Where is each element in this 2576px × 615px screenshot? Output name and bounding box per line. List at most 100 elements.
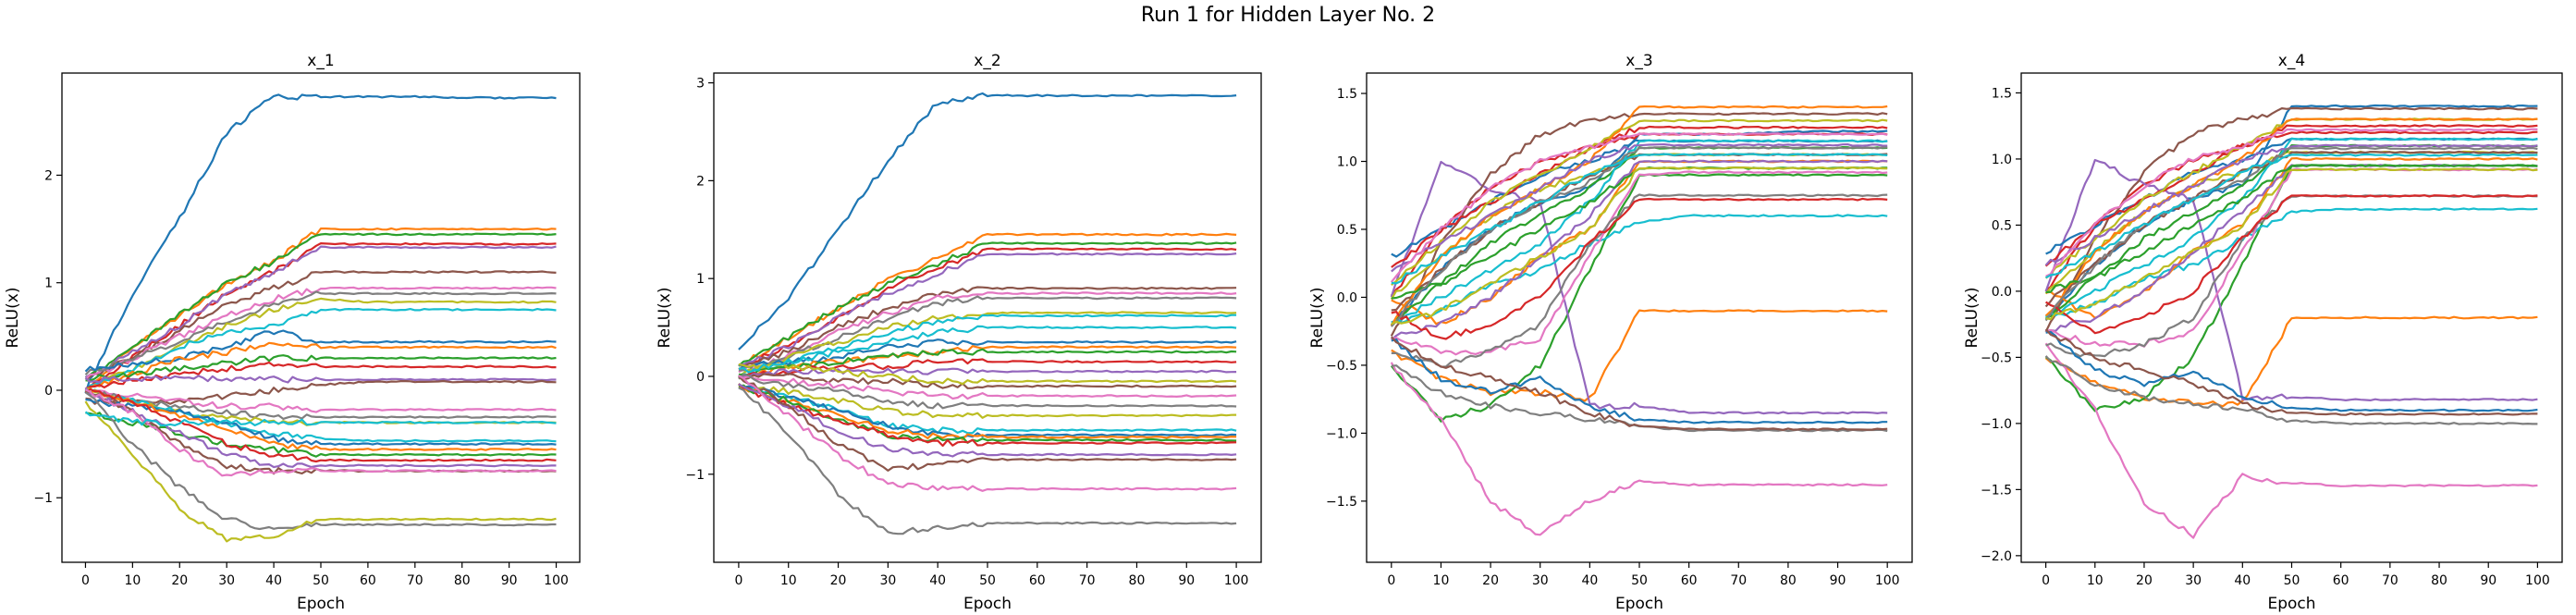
- series-line: [84, 411, 557, 427]
- x-tick-label: 80: [454, 573, 471, 588]
- y-tick-label: −1.0: [1326, 426, 1357, 441]
- series-line: [84, 270, 557, 381]
- y-tick-label: −1: [33, 491, 53, 506]
- y-tick-label: −1.5: [1981, 483, 2012, 498]
- series-line: [738, 325, 1237, 374]
- series-line: [1391, 338, 1888, 424]
- series-line: [738, 383, 1237, 439]
- series-line: [2044, 146, 2538, 322]
- series-line: [2044, 315, 2538, 408]
- x-tick-label: 90: [1178, 573, 1195, 588]
- y-tick-label: −2.0: [1981, 549, 2012, 564]
- x-tick-label: 60: [1029, 573, 1046, 588]
- y-tick-label: 0.0: [1337, 290, 1357, 305]
- series-line: [85, 245, 557, 378]
- series-line: [1391, 309, 1888, 402]
- x-tick-label: 10: [124, 573, 141, 588]
- series-line: [738, 363, 1237, 386]
- series-group: [1390, 105, 1888, 536]
- x-tick-label: 100: [1224, 573, 1249, 588]
- series-line: [738, 383, 1237, 458]
- x-tick-label: 40: [2234, 573, 2251, 588]
- series-line: [738, 373, 1237, 389]
- series-line: [2045, 164, 2538, 294]
- series-line: [1390, 105, 1888, 326]
- y-axis-label: ReLU(x): [1963, 288, 1981, 349]
- series-line: [2045, 128, 2538, 277]
- y-tick-label: 2: [696, 174, 705, 189]
- series-group: [84, 93, 557, 543]
- y-axis-label: ReLU(x): [656, 288, 674, 349]
- series-line: [2045, 153, 2538, 279]
- series-line: [738, 291, 1237, 374]
- series-line: [738, 314, 1237, 377]
- x-tick-label: 80: [1780, 573, 1797, 588]
- series-line: [84, 286, 557, 380]
- series-line: [85, 354, 557, 382]
- subplot-x_1: 0 10 20 30 40 50 60 70 80 90 100 −1 0 1 2 x_1 Epoch ReLU(…: [4, 52, 581, 613]
- series-line: [738, 383, 1237, 419]
- subplot-title: x_4: [2278, 52, 2305, 70]
- series-line: [84, 389, 557, 420]
- x-tick-label: 0: [1387, 573, 1395, 588]
- series-line: [2044, 194, 2538, 335]
- series-line: [84, 391, 557, 531]
- y-tick-label: 1.0: [1337, 155, 1357, 170]
- x-tick-label: 90: [2480, 573, 2496, 588]
- subplot-x_4: 0 10 20 30 40 50 60 70 80 90 100 −2.0 −1.5 −1.0 −0.5 0.…: [1963, 52, 2563, 613]
- series-line: [738, 375, 1237, 492]
- subplot-title: x_3: [1625, 52, 1652, 70]
- subplot-x_2: 0 10 20 30 40 50 60 70 80 90 100 −1 0 1 2 3 x_2 Epoch ReLU…: [656, 52, 1262, 613]
- x-tick-label: 60: [1681, 573, 1698, 588]
- y-tick-label: −1.0: [1981, 417, 2012, 432]
- series-line: [738, 375, 1237, 472]
- series-line: [84, 329, 557, 373]
- x-tick-label: 10: [1433, 573, 1450, 588]
- y-tick-label: −1.5: [1326, 495, 1357, 510]
- y-tick-label: 0.5: [1337, 223, 1357, 238]
- y-tick-label: −0.5: [1981, 351, 2012, 365]
- y-tick-label: −1: [685, 468, 705, 483]
- y-tick-label: 0.5: [1992, 218, 2012, 233]
- series-line: [2044, 117, 2538, 317]
- y-axis-label: ReLU(x): [4, 288, 22, 349]
- x-tick-label: 100: [544, 573, 569, 588]
- series-line: [738, 286, 1237, 368]
- series-line: [2044, 143, 2538, 266]
- series-line: [84, 375, 557, 384]
- series-line: [2044, 164, 2538, 412]
- series-line: [2044, 150, 2538, 308]
- series-line: [738, 387, 1237, 535]
- series-line: [84, 308, 557, 393]
- series-line: [738, 348, 1237, 376]
- series-line: [84, 387, 557, 443]
- series-line: [1391, 166, 1888, 326]
- x-tick-label: 50: [979, 573, 996, 588]
- series-line: [1391, 197, 1888, 340]
- y-tick-label: 0: [696, 370, 705, 385]
- series-line: [2045, 167, 2538, 321]
- series-line: [1391, 153, 1888, 285]
- series-line: [2044, 328, 2538, 416]
- series-line: [738, 374, 1237, 410]
- series-line: [2045, 157, 2538, 319]
- x-tick-label: 0: [2042, 573, 2050, 588]
- series-line: [2044, 124, 2538, 292]
- series-line: [1390, 160, 1888, 415]
- subplot-x_3: 0 10 20 30 40 50 60 70 80 90 100 −1.5 −1.0 −0.5 0.0 0.5…: [1308, 52, 1913, 613]
- x-tick-label: 60: [360, 573, 376, 588]
- x-axis-label: Epoch: [963, 595, 1012, 613]
- x-tick-label: 70: [2382, 573, 2398, 588]
- axes-frame: [61, 72, 581, 563]
- x-tick-label: 50: [1631, 573, 1648, 588]
- x-tick-label: 40: [265, 573, 282, 588]
- x-axis-label: Epoch: [2267, 595, 2315, 613]
- x-axis-label: Epoch: [1615, 595, 1663, 613]
- x-tick-label: 40: [929, 573, 946, 588]
- series-line: [1390, 145, 1888, 327]
- x-tick-label: 90: [501, 573, 518, 588]
- series-line: [738, 92, 1237, 351]
- x-tick-label: 30: [1532, 573, 1549, 588]
- series-line: [738, 358, 1237, 380]
- series-line: [2044, 137, 2538, 318]
